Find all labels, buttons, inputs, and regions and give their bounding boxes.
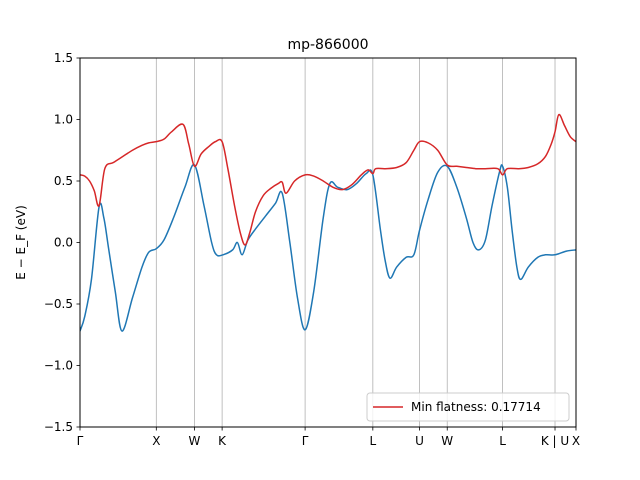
y-tick-label: 1.5 <box>54 51 73 65</box>
x-tick-label: L <box>499 434 506 448</box>
x-tick-label: K | U <box>541 434 569 448</box>
legend-label: Min flatness: 0.17714 <box>411 400 541 414</box>
chart-title: mp-866000 <box>287 37 368 53</box>
y-tick-label: −0.5 <box>44 297 73 311</box>
kpoint-lines <box>155 58 556 427</box>
y-axis-label: E − E_F (eV) <box>14 205 28 280</box>
y-tick-label: 0.5 <box>54 174 73 188</box>
legend-box <box>366 392 570 422</box>
series-layer <box>80 113 576 332</box>
x-tick-label: W <box>441 434 453 448</box>
x-tick-label: Γ <box>77 434 84 448</box>
y-tick-label: 1.0 <box>54 113 73 127</box>
x-tick-label: X <box>572 434 580 448</box>
legend: Min flatness: 0.17714 <box>366 392 570 422</box>
x-tick-label: U <box>415 434 424 448</box>
y-tick-label: −1.0 <box>44 359 73 373</box>
x-tick-label: X <box>152 434 160 448</box>
x-tick-label: W <box>189 434 201 448</box>
y-axis: −1.5 −1.0 −0.5 0.0 0.5 1.0 1.5 <box>44 51 80 434</box>
y-tick-label: −1.5 <box>44 420 73 434</box>
x-tick-label: L <box>369 434 376 448</box>
x-tick-label: Γ <box>302 434 309 448</box>
x-tick-label: K <box>218 434 227 448</box>
band-line-red <box>80 113 576 246</box>
y-tick-label: 0.0 <box>54 236 73 250</box>
